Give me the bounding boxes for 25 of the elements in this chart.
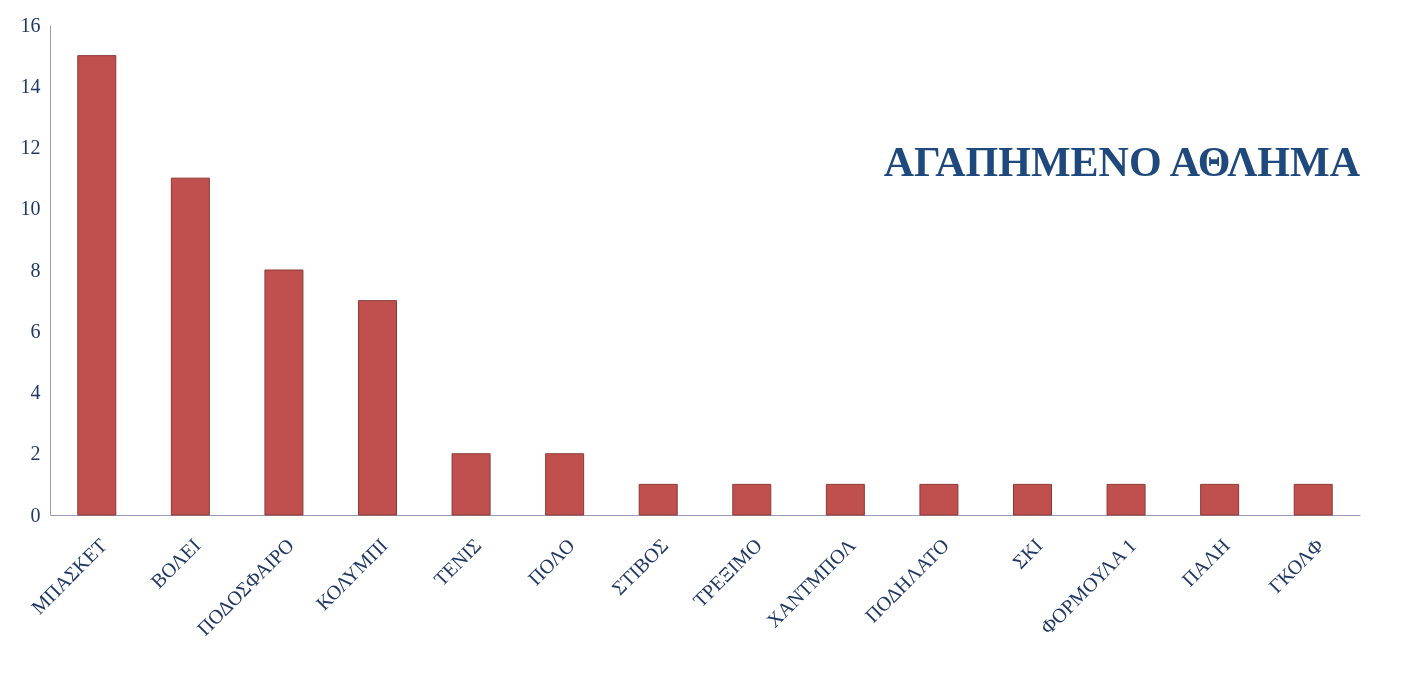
y-tick-label: 16: [20, 13, 41, 36]
y-tick-label: 10: [20, 197, 41, 220]
y-tick-label: 4: [30, 381, 41, 403]
y-tick-label: 0: [30, 503, 41, 526]
bar: [264, 269, 304, 516]
bar: [919, 483, 959, 516]
bar: [638, 483, 678, 516]
bar: [451, 453, 491, 516]
x-tick-label: ΣΚΙ: [1007, 534, 1047, 573]
bar: [1013, 483, 1052, 516]
y-tick-label: 2: [30, 442, 41, 465]
bar: [170, 177, 210, 516]
text: ΑΓΑΠΗΜΕΝΟ ΑΘΛΗΜΑ: [883, 139, 1361, 185]
bar: [545, 453, 585, 516]
y-tick-label: 12: [20, 136, 41, 158]
bar: [1293, 483, 1333, 516]
y-tick-label: 6: [30, 319, 41, 342]
bar: [732, 483, 772, 516]
bar: [358, 300, 397, 516]
bar: [825, 483, 865, 516]
bar: [1200, 483, 1240, 516]
bar: [77, 55, 117, 516]
y-tick-label: 14: [20, 74, 41, 97]
y-tick-label: 8: [30, 258, 41, 281]
bar: [1106, 483, 1146, 516]
